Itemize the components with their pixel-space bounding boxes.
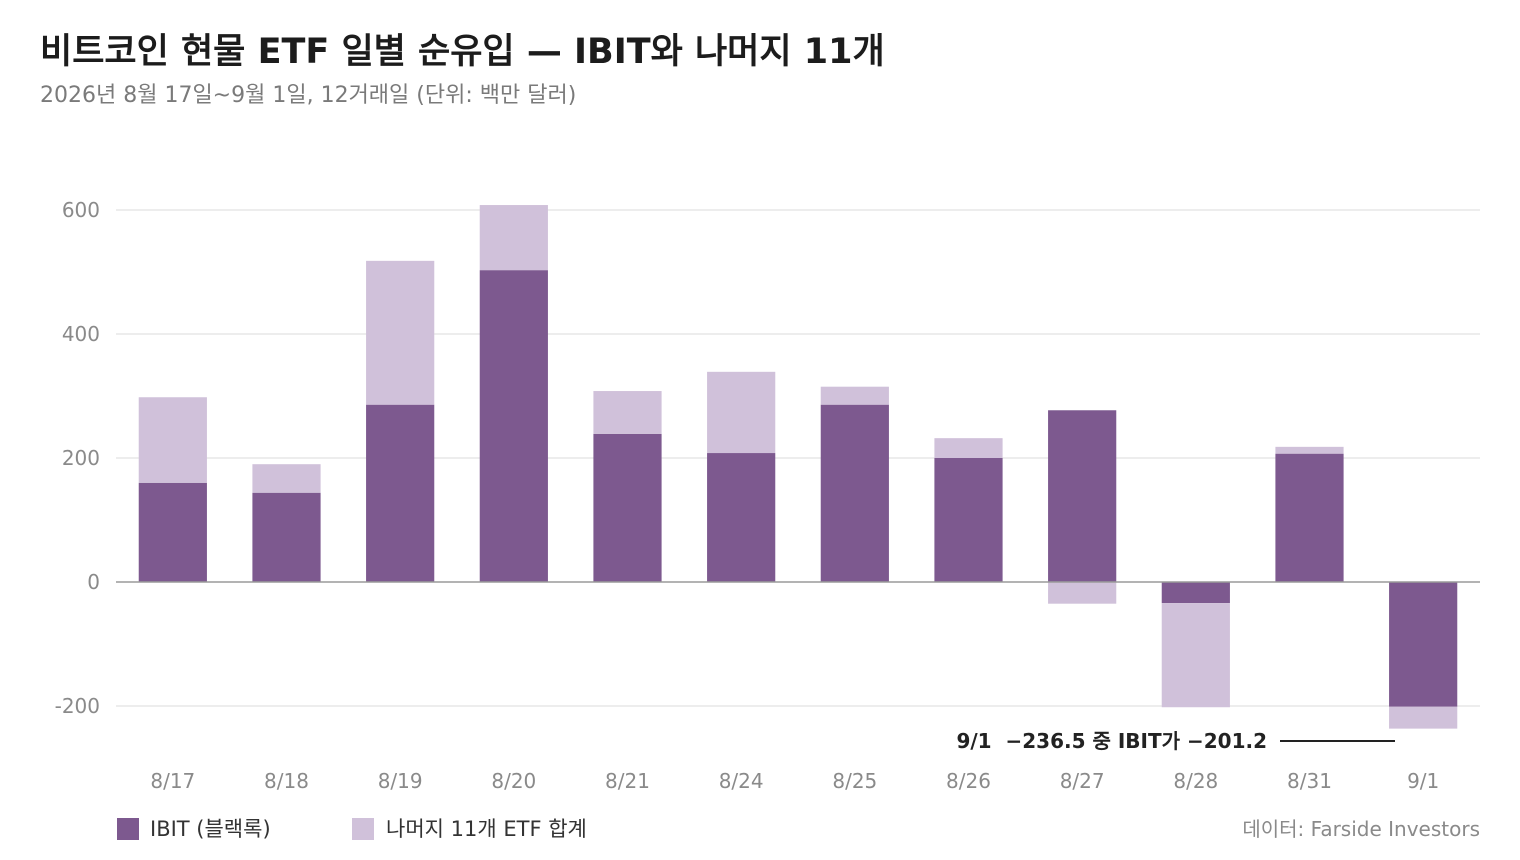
x-axis-ticks: 8/17 8/18 8/19 8/20 8/21 8/24 8/25 8/26 8/27 8/28… bbox=[150, 769, 1439, 793]
chart-subtitle: 2026년 8월 17일~9월 1일, 12거래일 (단위: 백만 달러) bbox=[40, 83, 576, 108]
bar-others-8-19 bbox=[366, 260, 435, 405]
x-tick-label: 8/19 bbox=[378, 769, 423, 793]
bar-ibit-8-28 bbox=[1161, 582, 1230, 604]
bar-ibit-8-25 bbox=[820, 404, 889, 582]
bar-others-8-20 bbox=[479, 205, 548, 271]
x-tick-label: 8/25 bbox=[832, 769, 877, 793]
bar-others-8-21 bbox=[593, 391, 662, 434]
legend-item-others: 나머지 11개 ETF 합계 bbox=[352, 817, 587, 841]
legend-swatch-ibit bbox=[117, 818, 139, 840]
bar-others-8-24 bbox=[707, 371, 776, 454]
bar-others-8-27 bbox=[1048, 582, 1117, 604]
x-tick-label: 8/26 bbox=[946, 769, 991, 793]
y-tick-label: 0 bbox=[87, 570, 100, 594]
chart-title: 비트코인 현물 ETF 일별 순유입 — IBIT와 나머지 11개 bbox=[40, 32, 885, 72]
x-tick-label: 8/20 bbox=[491, 769, 536, 793]
legend-item-ibit: IBIT (블랙록) bbox=[117, 817, 271, 841]
bar-ibit-9-1 bbox=[1389, 582, 1458, 707]
bar-ibit-8-31 bbox=[1275, 453, 1344, 582]
bar-ibit-8-21 bbox=[593, 433, 662, 582]
bar-others-9-1 bbox=[1389, 706, 1458, 729]
bar-others-8-25 bbox=[820, 386, 889, 405]
legend-label-ibit: IBIT (블랙록) bbox=[150, 817, 271, 841]
x-tick-label: 8/24 bbox=[719, 769, 764, 793]
bar-ibit-8-18 bbox=[252, 492, 321, 582]
legend-label-others: 나머지 11개 ETF 합계 bbox=[386, 817, 587, 841]
x-tick-label: 8/27 bbox=[1060, 769, 1105, 793]
y-tick-label: 400 bbox=[62, 322, 100, 346]
x-tick-label: 8/18 bbox=[264, 769, 309, 793]
y-tick-label: 600 bbox=[62, 198, 100, 222]
x-tick-label: 8/21 bbox=[605, 769, 650, 793]
bar-others-8-28 bbox=[1161, 603, 1230, 708]
x-tick-label: 8/17 bbox=[150, 769, 195, 793]
bar-others-8-26 bbox=[934, 438, 1003, 458]
bar-ibit-8-26 bbox=[934, 458, 1003, 582]
bar-ibit-8-19 bbox=[366, 404, 435, 582]
legend: IBIT (블랙록) 나머지 11개 ETF 합계 bbox=[117, 817, 587, 841]
y-tick-label: -200 bbox=[55, 694, 100, 718]
bar-ibit-8-17 bbox=[138, 482, 207, 582]
bar-ibit-8-20 bbox=[479, 270, 548, 582]
bar-ibit-8-27 bbox=[1048, 410, 1117, 582]
gridlines bbox=[116, 209, 1480, 707]
bars bbox=[138, 205, 1458, 729]
annotation: 9/1 −236.5 중 IBIT가 −201.2 bbox=[956, 729, 1395, 753]
bar-ibit-8-24 bbox=[707, 453, 776, 582]
x-tick-label: 8/31 bbox=[1287, 769, 1332, 793]
source-note: 데이터: Farside Investors bbox=[1242, 817, 1480, 841]
annotation-text: 9/1 −236.5 중 IBIT가 −201.2 bbox=[956, 729, 1267, 753]
x-tick-label: 8/28 bbox=[1173, 769, 1218, 793]
x-tick-label: 9/1 bbox=[1407, 769, 1439, 793]
legend-swatch-others bbox=[352, 818, 374, 840]
y-tick-label: 200 bbox=[62, 446, 100, 470]
bar-others-8-18 bbox=[252, 464, 321, 493]
bar-others-8-31 bbox=[1275, 446, 1344, 454]
y-axis-ticks: 600 400 200 0 -200 bbox=[55, 198, 100, 718]
bar-others-8-17 bbox=[138, 397, 207, 483]
